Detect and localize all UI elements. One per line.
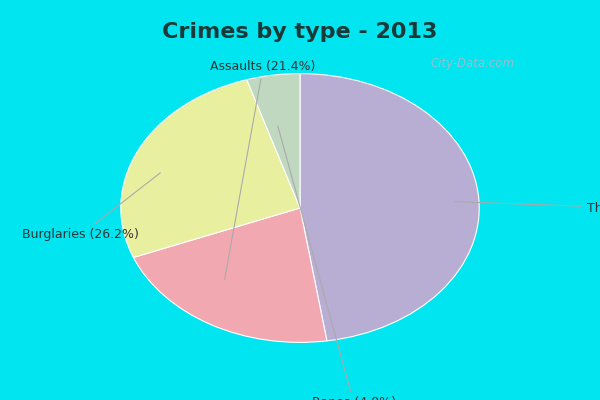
Text: Burglaries (26.2%): Burglaries (26.2%): [22, 173, 160, 241]
Text: Assaults (21.4%): Assaults (21.4%): [211, 60, 316, 280]
Wedge shape: [247, 74, 300, 208]
Wedge shape: [133, 208, 327, 342]
Text: Rapes (4.8%): Rapes (4.8%): [278, 126, 396, 400]
Text: Crimes by type - 2013: Crimes by type - 2013: [163, 22, 437, 42]
Text: City-Data.com: City-Data.com: [431, 57, 515, 70]
Text: Thefts (47.6%): Thefts (47.6%): [455, 202, 600, 214]
Wedge shape: [121, 80, 300, 258]
Wedge shape: [300, 74, 479, 341]
